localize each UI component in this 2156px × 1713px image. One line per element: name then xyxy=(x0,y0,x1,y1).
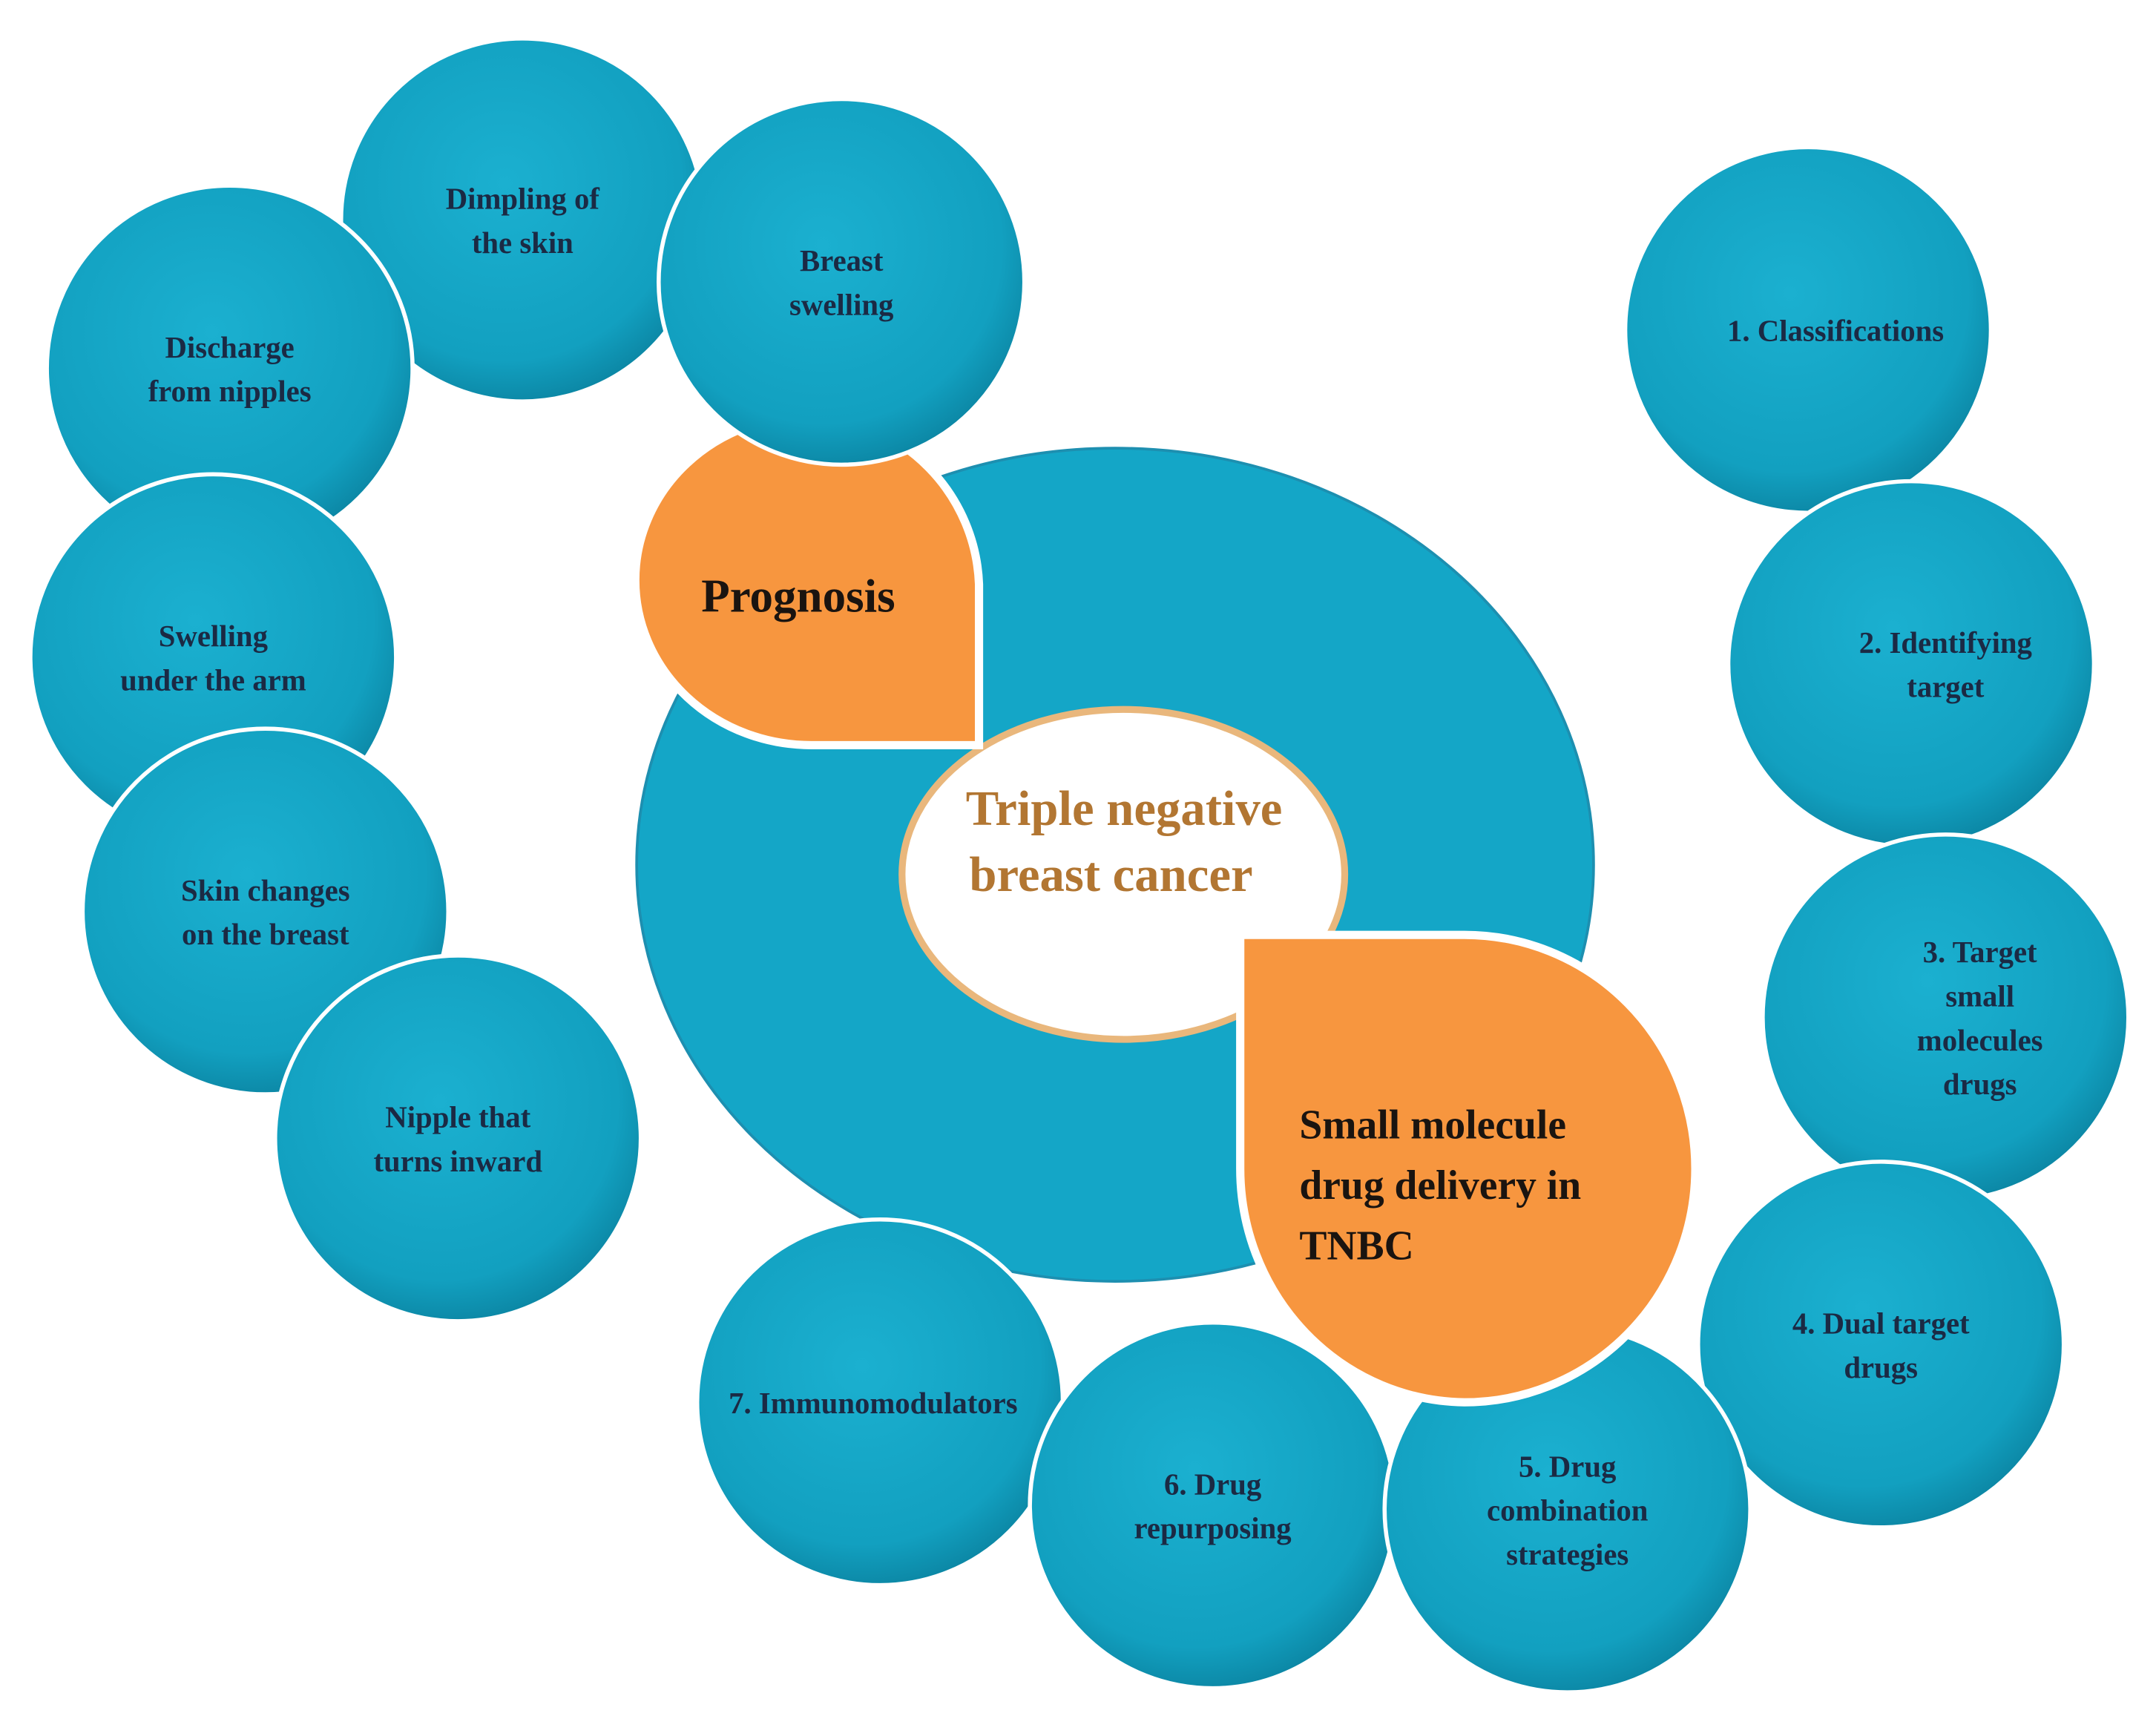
circle-label: Skin changes on the breast xyxy=(181,874,350,951)
circle-label: 1. Classifications xyxy=(1727,315,1944,348)
circle-nipple-inward[interactable]: Nipple that turns inward xyxy=(272,953,643,1324)
circle-label: Nipple that turns inward xyxy=(373,1101,542,1178)
circle-drug-repurposing[interactable]: 6. Drug repurposing xyxy=(1028,1320,1398,1691)
circle-label-line: 1. Classifications xyxy=(1727,315,1944,348)
circle-label: Breast swelling xyxy=(789,244,893,321)
circle-immunomodulators[interactable]: 7. Immunomodulators xyxy=(694,1217,1065,1588)
circle-classifications[interactable]: 1. Classifications xyxy=(1623,145,1994,515)
drug-delivery-line2: drug delivery in xyxy=(1299,1163,1581,1209)
circle-shape xyxy=(1028,1320,1398,1691)
circle-label-line: Nipple that xyxy=(385,1101,530,1134)
circle-shape xyxy=(1761,832,2131,1203)
circle-shape xyxy=(1726,479,2097,849)
circle-label: 5. Drug combination strategies xyxy=(1487,1450,1649,1571)
circle-label-line: Skin changes xyxy=(181,874,350,907)
circle-label-line: under the arm xyxy=(120,663,306,697)
circle-label-line: drugs xyxy=(1943,1068,2017,1101)
circle-label: Swelling under the arm xyxy=(120,619,306,697)
circle-drug-combination[interactable]: 5. Drug combination strategies xyxy=(1382,1324,1752,1694)
circle-label-line: 7. Immunomodulators xyxy=(729,1387,1017,1420)
circle-breast-swelling[interactable]: Breast swelling xyxy=(657,96,1027,467)
circle-label-line: small xyxy=(1945,979,2014,1013)
circle-target-small-molecules[interactable]: 3. Target small molecules drugs xyxy=(1761,832,2131,1203)
center-title-line2: breast cancer xyxy=(969,848,1252,902)
circle-label-line: 5. Drug xyxy=(1519,1450,1616,1483)
circle-discharge[interactable]: Discharge from nipples xyxy=(45,183,415,553)
circle-label-line: Breast xyxy=(800,244,884,277)
circle-label: Discharge from nipples xyxy=(148,331,312,408)
drug-delivery-line3: TNBC xyxy=(1299,1223,1413,1269)
circle-label-line: molecules xyxy=(1917,1024,2043,1057)
center-title-line1: Triple negative xyxy=(966,782,1283,836)
circle-label-line: target xyxy=(1907,671,1984,704)
prognosis-drop[interactable] xyxy=(631,411,984,749)
circle-label: 7. Immunomodulators xyxy=(729,1387,1017,1420)
circle-dual-target[interactable]: 4. Dual target drugs xyxy=(1695,1160,2066,1530)
circle-label-line: Discharge xyxy=(165,331,294,364)
center-title: Triple negative breast cancer xyxy=(966,782,1295,902)
drug-delivery-drop[interactable] xyxy=(1236,930,1700,1407)
circle-label-line: 4. Dual target xyxy=(1792,1307,1970,1341)
circle-label-line: combination xyxy=(1487,1494,1649,1528)
circle-label: 4. Dual target drugs xyxy=(1792,1307,1970,1384)
circle-label-line: the skin xyxy=(472,226,573,260)
circle-shape xyxy=(657,96,1027,467)
circle-shape xyxy=(1695,1160,2066,1530)
circle-label-line: strategies xyxy=(1506,1538,1628,1571)
circle-label-line: 3. Target xyxy=(1923,936,2037,969)
circle-label: 3. Target small molecules drugs xyxy=(1917,936,2043,1101)
drug-delivery-line1: Small molecule xyxy=(1299,1102,1566,1148)
circle-label-line: Dimpling of xyxy=(446,183,600,216)
circle-label-line: Swelling xyxy=(159,619,268,653)
circle-shape xyxy=(272,953,643,1324)
drug-delivery-label: Small molecule drug delivery in TNBC xyxy=(1299,1102,1591,1269)
circle-label-line: 6. Drug xyxy=(1164,1467,1261,1501)
circle-label-line: swelling xyxy=(789,288,893,321)
circle-dimpling[interactable]: Dimpling of the skin xyxy=(338,36,706,404)
circle-label-line: drugs xyxy=(1844,1351,1918,1384)
circle-label-line: 2. Identifying xyxy=(1859,626,2032,660)
circle-label: 2. Identifying target xyxy=(1859,626,2032,703)
circle-label-line: on the breast xyxy=(182,918,349,951)
circle-label-line: from nipples xyxy=(148,375,312,408)
circle-label: Dimpling of the skin xyxy=(446,183,600,260)
circle-label: 6. Drug repurposing xyxy=(1134,1467,1292,1545)
circle-label-line: turns inward xyxy=(373,1145,542,1178)
center-ellipse xyxy=(898,706,1349,1043)
circle-label-line: repurposing xyxy=(1134,1512,1292,1545)
prognosis-label: Prognosis xyxy=(701,571,895,622)
circle-identifying-target[interactable]: 2. Identifying target xyxy=(1726,479,2097,849)
